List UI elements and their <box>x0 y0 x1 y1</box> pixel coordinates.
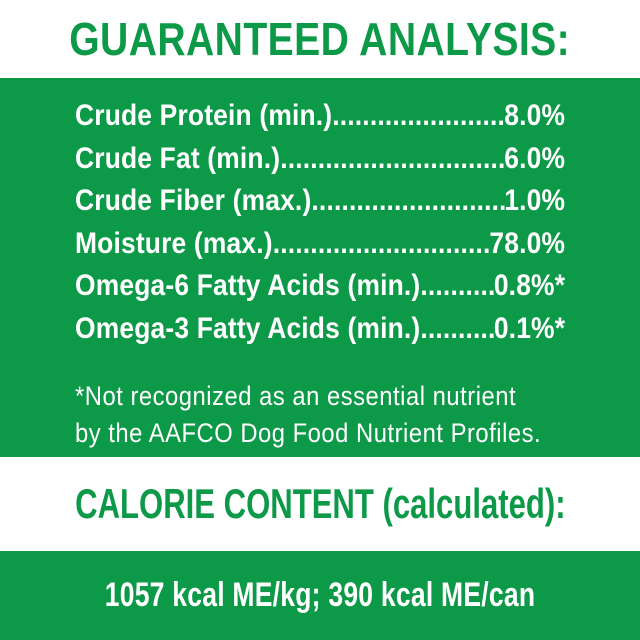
analysis-row: Crude Fat (min.) .......................… <box>75 142 565 185</box>
leader-dots: ........................................… <box>420 311 493 345</box>
nutrient-value: 78.0% <box>489 226 566 260</box>
nutrient-value: 1.0% <box>504 184 566 217</box>
nutrient-value: 0.8%* <box>493 269 566 302</box>
calorie-content-band: CALORIE CONTENT (calculated): <box>0 457 640 551</box>
guaranteed-analysis-title: GUARANTEED ANALYSIS: <box>69 13 571 65</box>
leader-dots: ........................................… <box>280 141 505 175</box>
analysis-row: Moisture (max.) ........................… <box>75 227 565 270</box>
nutrient-label: Crude Protein (min.) <box>75 99 333 132</box>
leader-dots: ........................................… <box>332 99 505 132</box>
analysis-row: Omega-6 Fatty Acids (min.) .............… <box>75 269 565 312</box>
analysis-table: Crude Protein (min.) ...................… <box>75 78 565 452</box>
nutrient-label: Crude Fiber (max.) <box>75 184 312 217</box>
nutrient-label: Omega-3 Fatty Acids (min.) <box>75 311 421 345</box>
leader-dots: ........................................… <box>311 184 505 217</box>
leader-dots: ........................................… <box>420 269 493 302</box>
analysis-row: Crude Fiber (max.) .....................… <box>75 184 565 227</box>
footnote-line: *Not recognized as an essential nutrient <box>75 381 517 411</box>
aafco-footnote: *Not recognized as an essential nutrient… <box>75 378 565 452</box>
analysis-row: Omega-3 Fatty Acids (min.) .............… <box>75 312 565 355</box>
nutrient-value: 6.0% <box>504 141 566 175</box>
calorie-value-band: 1057 kcal ME/kg; 390 kcal ME/can <box>0 551 640 640</box>
nutrient-label: Moisture (max.) <box>75 226 273 260</box>
nutrient-value: 8.0% <box>504 99 566 132</box>
nutrient-label: Omega-6 Fatty Acids (min.) <box>75 269 421 302</box>
nutrient-value: 0.1%* <box>493 311 566 345</box>
analysis-row: Crude Protein (min.) ...................… <box>75 99 565 142</box>
nutrient-label: Crude Fat (min.) <box>75 141 281 175</box>
footnote-line: by the AAFCO Dog Food Nutrient Profiles. <box>75 418 542 448</box>
calorie-value: 1057 kcal ME/kg; 390 kcal ME/can <box>104 576 536 614</box>
guaranteed-analysis-panel: Crude Protein (min.) ...................… <box>0 78 640 457</box>
guaranteed-analysis-header: GUARANTEED ANALYSIS: <box>0 0 640 78</box>
leader-dots: ........................................… <box>272 226 490 260</box>
calorie-content-title: CALORIE CONTENT (calculated): <box>74 480 566 527</box>
